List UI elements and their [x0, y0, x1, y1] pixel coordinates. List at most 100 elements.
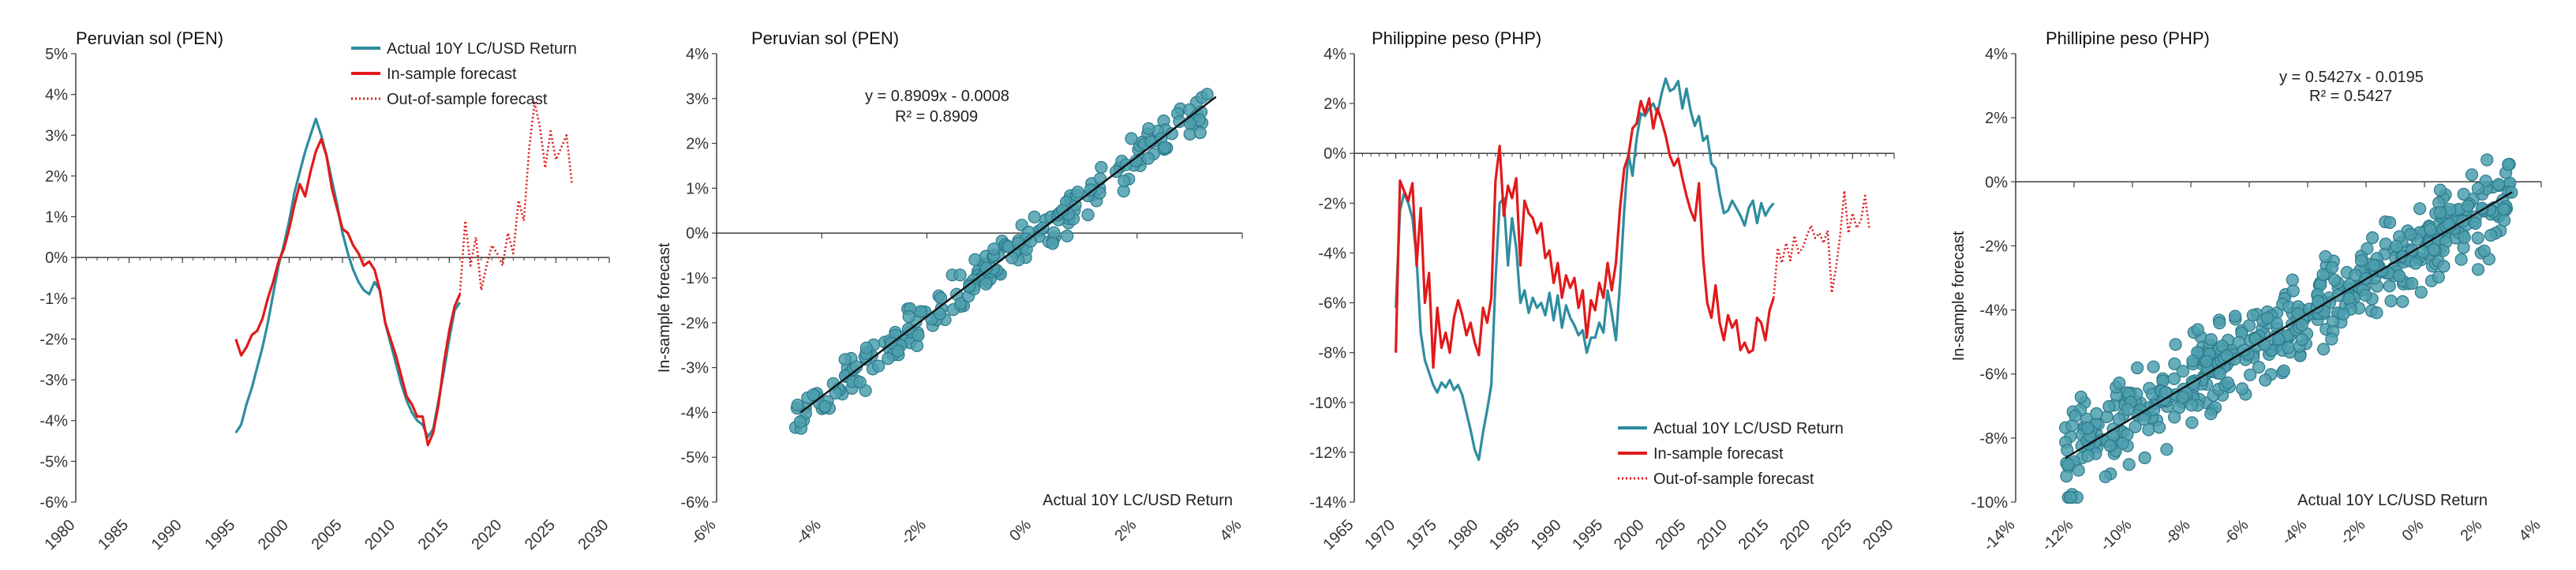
- scatter-point: [2461, 199, 2475, 212]
- y-tick-label: 4%: [45, 87, 68, 104]
- y-axis-label: In-sample forecast: [1950, 231, 1968, 361]
- php-timeseries-chart: Philippine peso (PHP) -14% -12% -10% -8% -6%…: [1309, 28, 1896, 553]
- chart-title: Philippine peso (PHP): [1372, 28, 1541, 48]
- x-tick-label: -14%: [1980, 516, 2019, 555]
- scatter-point: [1193, 126, 1207, 140]
- x-tick-label: 2%: [2458, 516, 2486, 545]
- scatter-point: [2277, 364, 2290, 377]
- y-tick-label: -6%: [39, 494, 68, 512]
- y-tick-label: -12%: [1309, 444, 1346, 462]
- scatter-point: [2286, 273, 2299, 287]
- scatter-point: [2090, 407, 2103, 421]
- x-tick-label: 1990: [1528, 516, 1565, 553]
- x-tick-label: -12%: [2039, 516, 2077, 555]
- regression-equation: y = 0.5427x - 0.0195: [2279, 69, 2424, 86]
- php-scatter-chart: Phillipine peso (PHP) -10% -8% -6% -4% -2% 0%…: [1950, 28, 2544, 555]
- scatter-point: [2191, 323, 2204, 336]
- y-tick-label: 3%: [686, 91, 709, 108]
- scatter-point: [2405, 276, 2419, 291]
- y-tick-label: 5%: [45, 46, 68, 63]
- scatter-point: [1028, 210, 1041, 223]
- scatter-point: [912, 328, 925, 342]
- scatter-point: [2390, 239, 2403, 253]
- scatter-point: [2261, 311, 2275, 324]
- legend-label-out-of-sample: Out-of-sample forecast: [387, 91, 548, 108]
- scatter-point: [2454, 253, 2468, 266]
- scatter-point: [2102, 399, 2116, 414]
- scatter-point: [934, 307, 947, 321]
- x-tick-label: 2010: [361, 516, 399, 553]
- scatter-point: [2103, 439, 2117, 452]
- scatter-point: [979, 261, 993, 275]
- x-axis-label: Actual 10Y LC/USD Return: [1043, 492, 1233, 509]
- scatter-point: [2437, 260, 2451, 273]
- x-tick-label: 1995: [1569, 516, 1606, 553]
- x-tick-label: 2%: [1111, 516, 1140, 545]
- legend: Actual 10Y LC/USD Return In-sample forec…: [1618, 420, 1844, 488]
- y-tick-label: -2%: [680, 315, 709, 332]
- scatter-point: [953, 268, 967, 282]
- scatter-point: [2099, 470, 2112, 484]
- scatter-point: [2100, 410, 2114, 424]
- scatter-point: [2379, 237, 2392, 251]
- scatter-point: [2142, 423, 2155, 437]
- scatter-point: [2481, 153, 2494, 167]
- x-tick-label: 1965: [1320, 516, 1357, 553]
- scatter-point: [2497, 202, 2510, 216]
- scatter-point: [2246, 309, 2260, 322]
- scatter-point: [2122, 458, 2136, 471]
- scatter-point: [987, 242, 1001, 256]
- scatter-point: [2229, 309, 2242, 323]
- scatter-point: [872, 359, 886, 373]
- scatter-point: [853, 376, 867, 389]
- x-tick-label: 2025: [1818, 516, 1855, 553]
- scatter-point: [1071, 186, 1084, 199]
- scatter-point: [2433, 183, 2447, 197]
- legend-label-out-of-sample: Out-of-sample forecast: [1653, 471, 1814, 488]
- scatter-point: [2392, 269, 2406, 283]
- scatter-point: [2244, 368, 2257, 381]
- scatter-point: [2413, 202, 2427, 216]
- scatter-point: [2286, 284, 2300, 298]
- scatter-point: [2502, 158, 2515, 171]
- scatter-point: [2471, 182, 2485, 195]
- scatter-point: [2060, 469, 2073, 483]
- scatter-point: [2469, 216, 2482, 230]
- scatter-point: [2432, 270, 2445, 284]
- scatter-point: [2367, 258, 2380, 272]
- x-tick-label: -10%: [2097, 516, 2136, 555]
- scatter-point: [2272, 332, 2286, 346]
- x-tick-label: 1980: [1444, 516, 1481, 553]
- x-tick-label: 2015: [415, 516, 452, 553]
- scatter-point: [954, 297, 968, 310]
- x-tick-label: -6%: [687, 516, 720, 549]
- y-tick-label: -4%: [680, 404, 709, 422]
- y-tick-label: 4%: [686, 46, 709, 63]
- scatter-point: [2484, 228, 2498, 242]
- scatter-point: [1081, 208, 1095, 222]
- scatter-point: [2116, 437, 2129, 450]
- scatter-point: [2204, 333, 2218, 347]
- scatter-point: [2427, 243, 2440, 257]
- scatter-point: [2477, 244, 2491, 257]
- scatter-point: [2176, 365, 2189, 378]
- scatter-point: [2072, 463, 2085, 477]
- x-tick-label: -4%: [2278, 516, 2311, 549]
- regression-equation: y = 0.8909x - 0.0008: [865, 88, 1009, 105]
- scatter-point: [2137, 412, 2151, 426]
- x-tick-label: 2010: [1694, 516, 1731, 553]
- scatter-point: [2074, 390, 2087, 403]
- y-tick-label: -6%: [1318, 295, 1346, 313]
- scatter-point: [1125, 132, 1138, 145]
- scatter-point: [934, 291, 948, 305]
- x-tick-label: 2005: [309, 516, 346, 553]
- x-tick-label: -4%: [792, 516, 825, 549]
- y-tick-label: -14%: [1309, 494, 1346, 512]
- scatter-point: [2337, 307, 2350, 321]
- scatter-point: [2186, 354, 2200, 368]
- x-tick-label: -2%: [897, 516, 930, 549]
- y-tick-label: 2%: [1985, 110, 2008, 127]
- x-tick-label: 2020: [1777, 516, 1814, 553]
- x-tick-label: 1990: [148, 516, 185, 553]
- scatter-point: [818, 399, 832, 413]
